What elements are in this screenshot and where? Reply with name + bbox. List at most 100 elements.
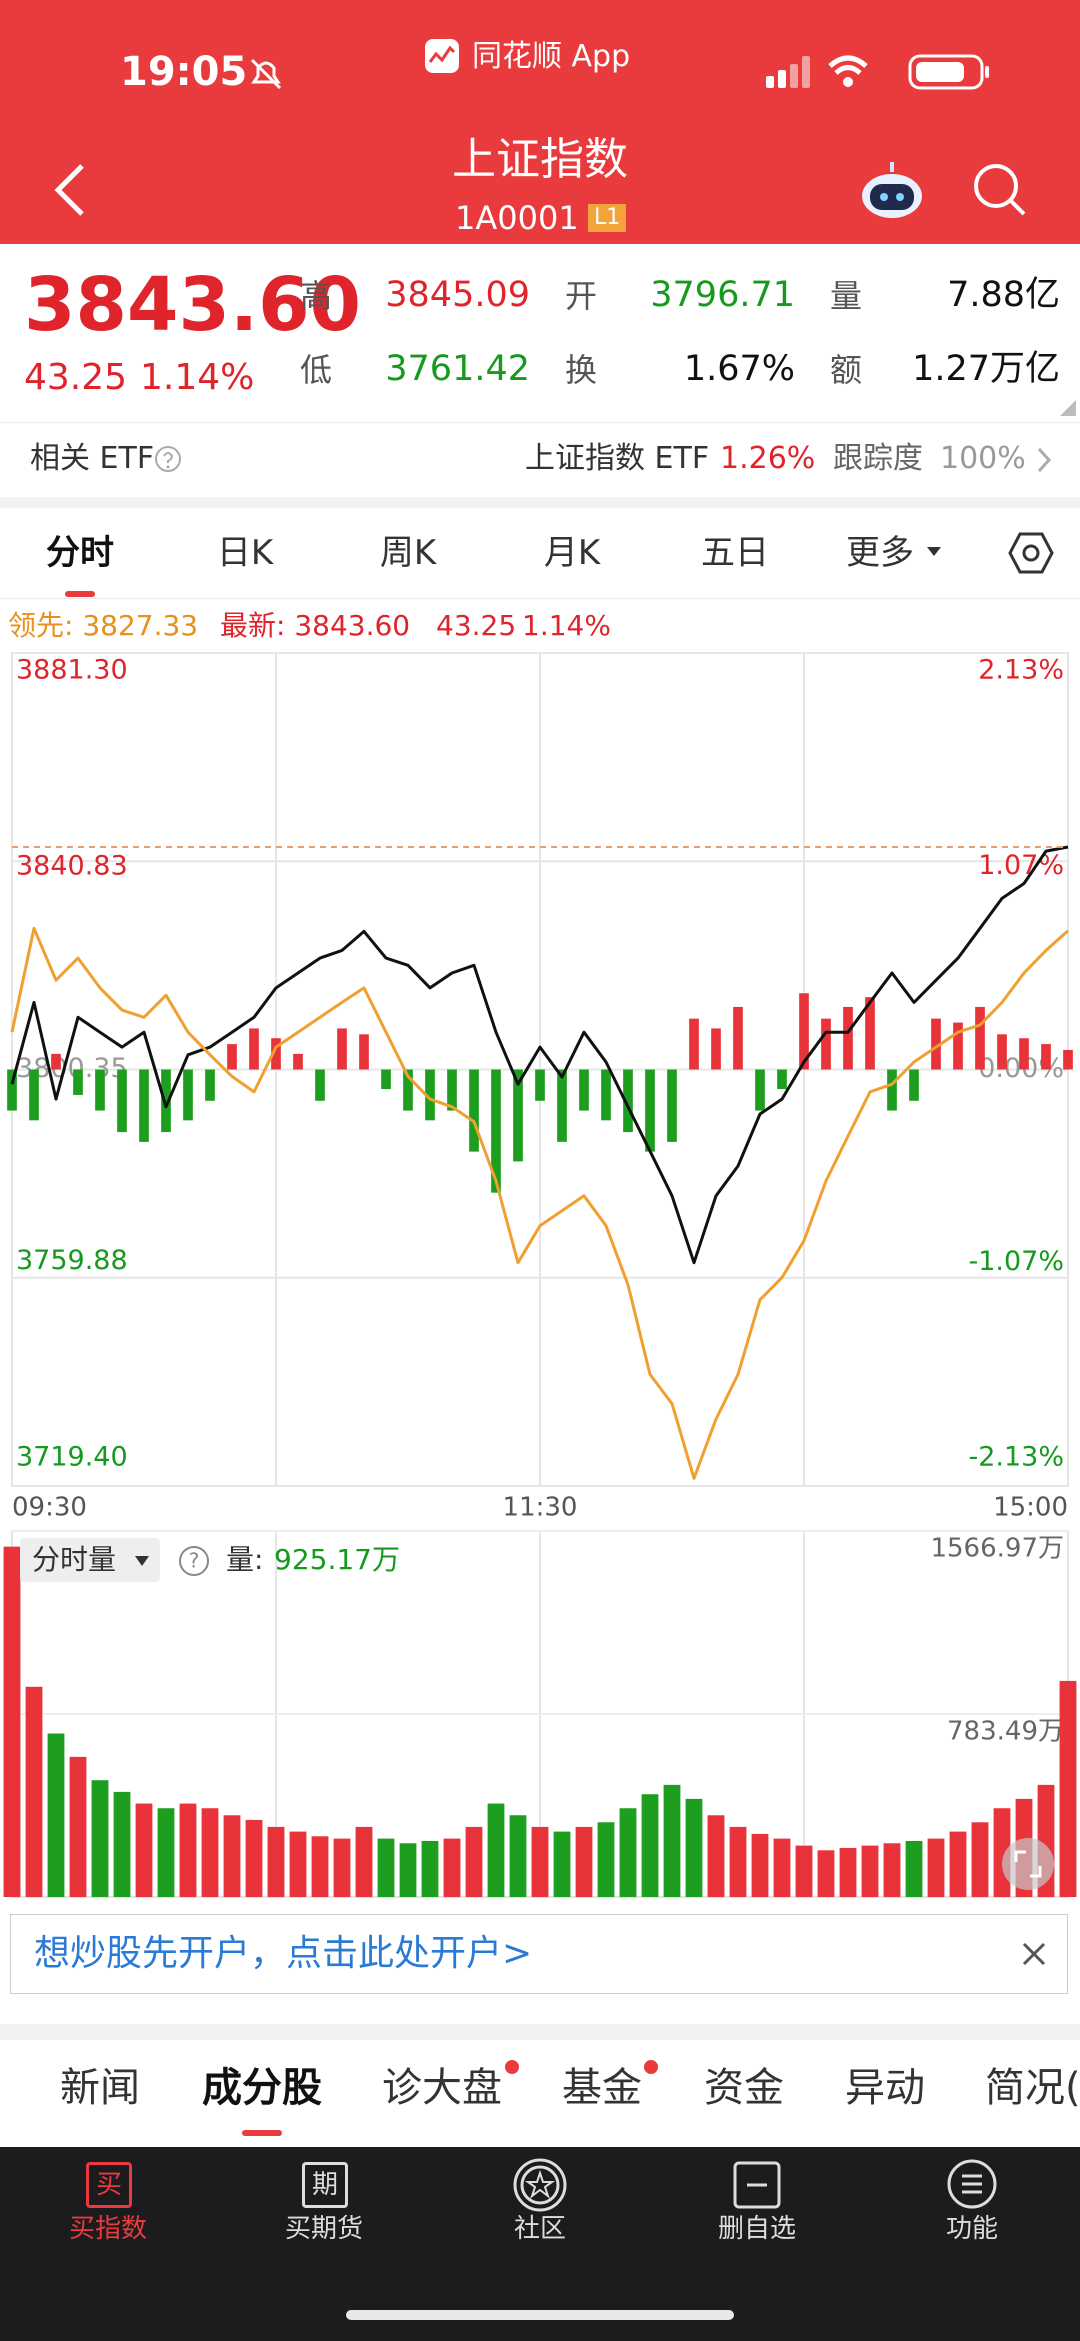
robot-button[interactable] — [858, 160, 926, 220]
etf-name[interactable]: 上证指数 ETF — [525, 441, 710, 476]
expand-icon — [1014, 1850, 1042, 1878]
strength-bar — [1041, 1044, 1051, 1070]
legend-text: 43.25 — [436, 609, 516, 642]
volume-bar — [597, 1822, 615, 1897]
period-tab[interactable]: 更多 — [846, 533, 914, 573]
banner-text[interactable]: 想炒股先开户，点击此处开户> — [34, 1933, 533, 1974]
nav-label[interactable]: 买期货 — [284, 2214, 364, 2244]
strength-bar — [161, 1069, 171, 1133]
volume-bar — [949, 1831, 967, 1897]
nav-label[interactable]: 买指数 — [68, 2214, 148, 2244]
volume-bar — [927, 1838, 945, 1897]
back-button[interactable] — [50, 162, 90, 218]
volume-bar — [487, 1803, 505, 1897]
volume-bar — [685, 1798, 703, 1897]
strength-bar — [601, 1069, 611, 1121]
settings-button[interactable] — [1008, 530, 1054, 576]
expand-button[interactable] — [1002, 1838, 1054, 1890]
red-dot — [505, 2060, 519, 2074]
strength-bar — [293, 1053, 303, 1070]
strength-bar — [359, 1034, 369, 1070]
nav-icon[interactable] — [946, 2158, 998, 2210]
volume-bar — [905, 1840, 923, 1897]
volume-bar — [971, 1822, 989, 1897]
etf-chevron[interactable] — [1036, 446, 1052, 474]
nav-icon[interactable] — [512, 2157, 568, 2213]
volume-bar — [839, 1847, 857, 1897]
volume-bar — [817, 1850, 835, 1897]
period-tab[interactable]: 周K — [379, 533, 437, 573]
help-icon[interactable] — [154, 445, 182, 473]
volume-legend-label: 量: — [226, 1543, 263, 1576]
volume-bar — [25, 1686, 43, 1897]
period-tab[interactable]: 五日 — [701, 533, 769, 573]
strength-bar — [117, 1069, 127, 1133]
help-icon — [179, 1546, 209, 1576]
strength-bar — [491, 1069, 501, 1193]
strength-bar — [777, 1069, 787, 1090]
section-tab[interactable]: 基金 — [562, 2065, 642, 2111]
y-tick-label: 1566.97万 — [930, 1534, 1064, 1564]
section-tab[interactable]: 简况( — [985, 2065, 1080, 2111]
level-badge: L1 — [588, 204, 627, 232]
strength-bar — [997, 1034, 1007, 1070]
section-tab[interactable]: 资金 — [704, 2065, 784, 2111]
banner[interactable] — [10, 1914, 1068, 1994]
strength-bar — [447, 1069, 457, 1111]
status-icons — [766, 54, 989, 90]
volume-bar — [421, 1840, 439, 1897]
section-tab[interactable]: 成分股 — [202, 2065, 322, 2111]
strength-bar — [975, 1006, 985, 1070]
nav-icon[interactable]: 买 — [86, 2162, 132, 2208]
period-tab[interactable]: 分时 — [46, 533, 114, 573]
close-banner[interactable] — [1020, 1940, 1048, 1968]
search-button[interactable] — [972, 162, 1028, 218]
period-tab[interactable]: 日K — [216, 533, 274, 573]
volume-bar — [531, 1826, 549, 1897]
tab-indicator — [242, 2130, 282, 2136]
stat-label: 额 — [830, 351, 863, 389]
strength-bar — [843, 1006, 853, 1070]
volume-bar — [795, 1845, 813, 1897]
help-mark: ? — [189, 1549, 200, 1573]
strength-bar — [51, 1053, 61, 1070]
strength-bar — [95, 1069, 105, 1111]
price-line — [10, 845, 1069, 1265]
tab-indicator — [65, 591, 95, 597]
y-tick-label: 3719.40 — [16, 1442, 128, 1473]
dropdown-arrow — [927, 547, 941, 556]
nav-label[interactable]: 删自选 — [717, 2214, 797, 2244]
volume-bar — [91, 1780, 109, 1897]
volume-bar — [443, 1838, 461, 1897]
legend-text: 领先: 3827.33 — [8, 609, 198, 642]
stat-value: 3845.09 — [385, 275, 530, 315]
etf-label: 相关 ETF — [30, 441, 155, 476]
strength-bar — [249, 1028, 259, 1070]
strength-bar — [315, 1069, 325, 1101]
nav-icon[interactable] — [732, 2160, 782, 2210]
volume-bar — [267, 1826, 285, 1897]
stat-label: 开 — [565, 277, 598, 315]
stat-value: 1.67% — [683, 349, 795, 389]
volume-bar — [201, 1808, 219, 1897]
strength-bar — [865, 997, 875, 1070]
tracking: 100% — [940, 441, 1026, 476]
strength-bar — [953, 1022, 963, 1070]
volume-selector[interactable] — [20, 1538, 160, 1582]
nav-icon[interactable]: 期 — [302, 2162, 348, 2208]
y-tick-label: 3840.83 — [16, 851, 128, 882]
home-indicator — [346, 2310, 734, 2320]
volume-bar — [157, 1808, 175, 1897]
nav-label[interactable]: 社区 — [513, 2214, 567, 2244]
nav-label[interactable]: 功能 — [945, 2214, 999, 2244]
volume-bar — [619, 1808, 637, 1897]
strength-bar — [755, 1069, 765, 1111]
section-tab[interactable]: 异动 — [845, 2065, 925, 2111]
period-tab[interactable]: 月K — [543, 533, 601, 573]
section-tab[interactable]: 诊大盘 — [382, 2065, 502, 2111]
volume-bar — [575, 1826, 593, 1897]
section-tab[interactable]: 新闻 — [60, 2065, 140, 2111]
legend-text: 1.14% — [522, 609, 611, 642]
strength-bar — [73, 1069, 83, 1095]
volume-bar — [553, 1831, 571, 1897]
